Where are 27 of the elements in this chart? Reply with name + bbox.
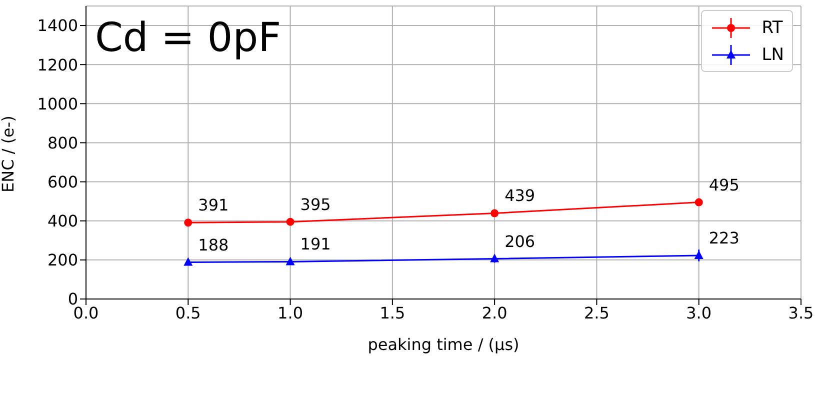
y-tick-label: 1000 bbox=[37, 94, 78, 114]
y-tick-label: 600 bbox=[47, 172, 78, 192]
y-tick-label: 1200 bbox=[37, 55, 78, 74]
x-tick-label: 3.5 bbox=[788, 303, 814, 322]
legend-label: LN bbox=[762, 44, 784, 64]
x-tick-label: 3.0 bbox=[686, 303, 712, 322]
legend-label: RT bbox=[762, 18, 783, 38]
y-axis-title: ENC / (e-) bbox=[0, 116, 18, 192]
x-axis-title: peaking time / (μs) bbox=[368, 335, 520, 354]
y-tick-label: 400 bbox=[47, 212, 78, 231]
data-label: 439 bbox=[504, 186, 536, 206]
y-tick-label: 800 bbox=[47, 133, 78, 152]
y-tick-label: 1400 bbox=[37, 16, 78, 36]
x-tick-label: 2.5 bbox=[584, 303, 610, 322]
data-label: 188 bbox=[198, 235, 229, 254]
data-label: 495 bbox=[708, 175, 740, 194]
data-label: 395 bbox=[300, 194, 331, 214]
data-label: 206 bbox=[504, 232, 536, 251]
x-tick-label: 0.5 bbox=[175, 303, 201, 322]
x-tick-label: 2.0 bbox=[482, 303, 508, 322]
x-tick-label: 1.0 bbox=[278, 303, 304, 322]
y-tick-label: 200 bbox=[47, 250, 78, 270]
data-label: 191 bbox=[300, 234, 331, 254]
data-label: 391 bbox=[198, 196, 229, 215]
x-tick-label: 1.5 bbox=[380, 303, 406, 322]
chart-title: Cd = 0pF bbox=[95, 15, 282, 61]
data-label: 223 bbox=[708, 228, 740, 248]
